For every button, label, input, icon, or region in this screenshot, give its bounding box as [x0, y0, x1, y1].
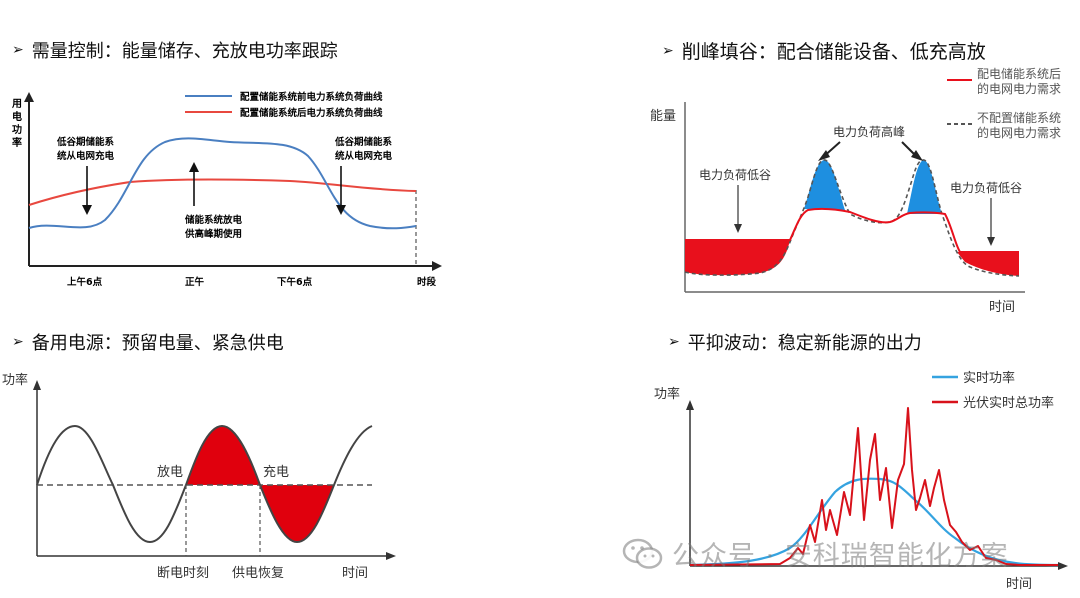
- demand-annot-mid-arrowhead: [189, 162, 199, 172]
- peak-legend-dashed-1: 不配置储能系统: [977, 110, 1061, 125]
- demand-y-label-3: 功: [12, 123, 22, 136]
- backup-x-axis-arrow: [386, 552, 396, 560]
- peak-annot-valley-right: 电力负荷低谷: [950, 181, 1022, 195]
- peak-heading-text: 削峰填谷：配合储能设备、低充高放: [681, 41, 986, 63]
- demand-chart: 用 电 功 率 配置储能系统前电力系统负荷曲线 配置储能系统后电力系统负荷曲线 …: [11, 91, 442, 288]
- bullet-arrow-icon: ➢: [662, 42, 674, 59]
- backup-x-tick-outage: 断电时刻: [157, 566, 209, 581]
- peak-fill-peak-left: [804, 159, 845, 210]
- demand-heading: ➢ 需量控制：能量储存、充放电功率跟踪: [12, 37, 338, 63]
- demand-y-label-1: 用: [11, 98, 22, 110]
- peak-legend-dashed-2: 的电网电力需求: [977, 125, 1061, 140]
- peak-annot-peak-arrowhead-left: [818, 150, 830, 161]
- peak-legend-solid-1: 配电储能系统后: [977, 66, 1061, 81]
- backup-y-label: 功率: [2, 372, 28, 388]
- demand-annot-mid-1: 储能系统放电: [185, 214, 243, 226]
- demand-annot-right-1: 低谷期储能系: [334, 136, 393, 148]
- demand-y-axis-arrow: [24, 92, 34, 102]
- peak-annot-peak: 电力负荷高峰: [833, 124, 905, 139]
- smooth-heading-text: 平抑波动：稳定新能源的出力: [687, 333, 922, 354]
- backup-label-discharge: 放电: [157, 465, 183, 480]
- backup-wave: [36, 424, 373, 544]
- smooth-y-label: 功率: [654, 386, 680, 402]
- demand-heading-text: 需量控制：能量储存、充放电功率跟踪: [31, 41, 338, 62]
- smooth-x-axis-arrow: [1058, 562, 1068, 570]
- bullet-arrow-icon: ➢: [12, 334, 24, 350]
- smooth-legend-pv: 光伏实时总功率: [963, 395, 1054, 411]
- demand-x-axis-arrow: [432, 261, 442, 271]
- demand-annot-right-arrowhead: [336, 205, 346, 215]
- wechat-icon: [622, 538, 663, 569]
- watermark: 公众号 · 安科瑞智能化方案: [622, 534, 1009, 573]
- backup-chart: 功率 放电 充电 断电时刻 供电恢复 时间: [2, 372, 396, 581]
- peak-fill-valley-left: [685, 240, 790, 276]
- backup-heading: ➢ 备用电源：预留电量、紧急供电: [12, 329, 284, 355]
- peak-legend-solid-2: 的电网电力需求: [977, 81, 1061, 96]
- backup-heading-text: 备用电源：预留电量、紧急供电: [31, 333, 284, 354]
- smooth-y-axis-arrow: [686, 400, 694, 410]
- watermark-text: 公众号 · 安科瑞智能化方案: [672, 541, 1009, 572]
- demand-x-label: 时段: [417, 276, 437, 288]
- demand-x-tick-3: 下午6点: [277, 276, 313, 288]
- peak-fill-peak-right: [907, 159, 942, 214]
- smooth-chart: 功率 实时功率 光伏实时总功率 时间: [654, 370, 1068, 592]
- backup-label-charge: 充电: [263, 464, 289, 480]
- demand-annot-left-2: 统从电网充电: [57, 150, 115, 162]
- smooth-x-label: 时间: [1006, 577, 1032, 592]
- demand-curve-before: [28, 137, 417, 230]
- peak-annot-peak-arrowhead-right: [911, 150, 923, 161]
- backup-x-tick-restore: 供电恢复: [232, 566, 284, 581]
- backup-fill-discharge: [186, 426, 260, 485]
- backup-y-axis-arrow: [33, 380, 41, 390]
- smooth-legend-realtime: 实时功率: [963, 370, 1015, 386]
- demand-legend-before: 配置储能系统前电力系统负荷曲线: [240, 91, 383, 103]
- peak-annot-valley-right-arrowhead: [987, 237, 995, 246]
- demand-annot-right-2: 统从电网充电: [335, 150, 393, 162]
- peak-curve-with-storage: [685, 207, 1019, 253]
- peak-y-label: 能量: [650, 109, 676, 124]
- peak-chart: 配电储能系统后 的电网电力需求 不配置储能系统 的电网电力需求 能量 时间 电力…: [650, 66, 1061, 315]
- demand-annot-left-arrowhead: [82, 205, 92, 215]
- bullet-arrow-icon: ➢: [668, 334, 680, 350]
- demand-annot-left-1: 低谷期储能系: [56, 136, 115, 148]
- demand-legend-after: 配置储能系统后电力系统负荷曲线: [240, 107, 383, 119]
- peak-fill-valley-right: [957, 252, 1019, 276]
- smooth-curve-pv: [689, 407, 1058, 566]
- demand-annot-mid-2: 供高峰期使用: [184, 228, 242, 240]
- demand-x-tick-2: 正午: [185, 276, 205, 288]
- bullet-arrow-icon: ➢: [12, 42, 24, 58]
- peak-annot-valley-left-arrowhead: [734, 224, 742, 233]
- smooth-heading: ➢ 平抑波动：稳定新能源的出力: [668, 329, 922, 355]
- demand-curve-after: [28, 178, 417, 206]
- demand-y-label-2: 电: [12, 110, 22, 123]
- backup-fill-charge: [260, 485, 334, 542]
- peak-annot-valley-left: 电力负荷低谷: [699, 168, 771, 182]
- smooth-curve-realtime: [689, 477, 1059, 567]
- peak-heading: ➢ 削峰填谷：配合储能设备、低充高放: [662, 37, 986, 64]
- peak-x-label: 时间: [989, 300, 1015, 315]
- backup-x-label: 时间: [342, 566, 368, 581]
- demand-x-tick-1: 上午6点: [67, 276, 103, 288]
- demand-y-label-4: 率: [12, 136, 22, 149]
